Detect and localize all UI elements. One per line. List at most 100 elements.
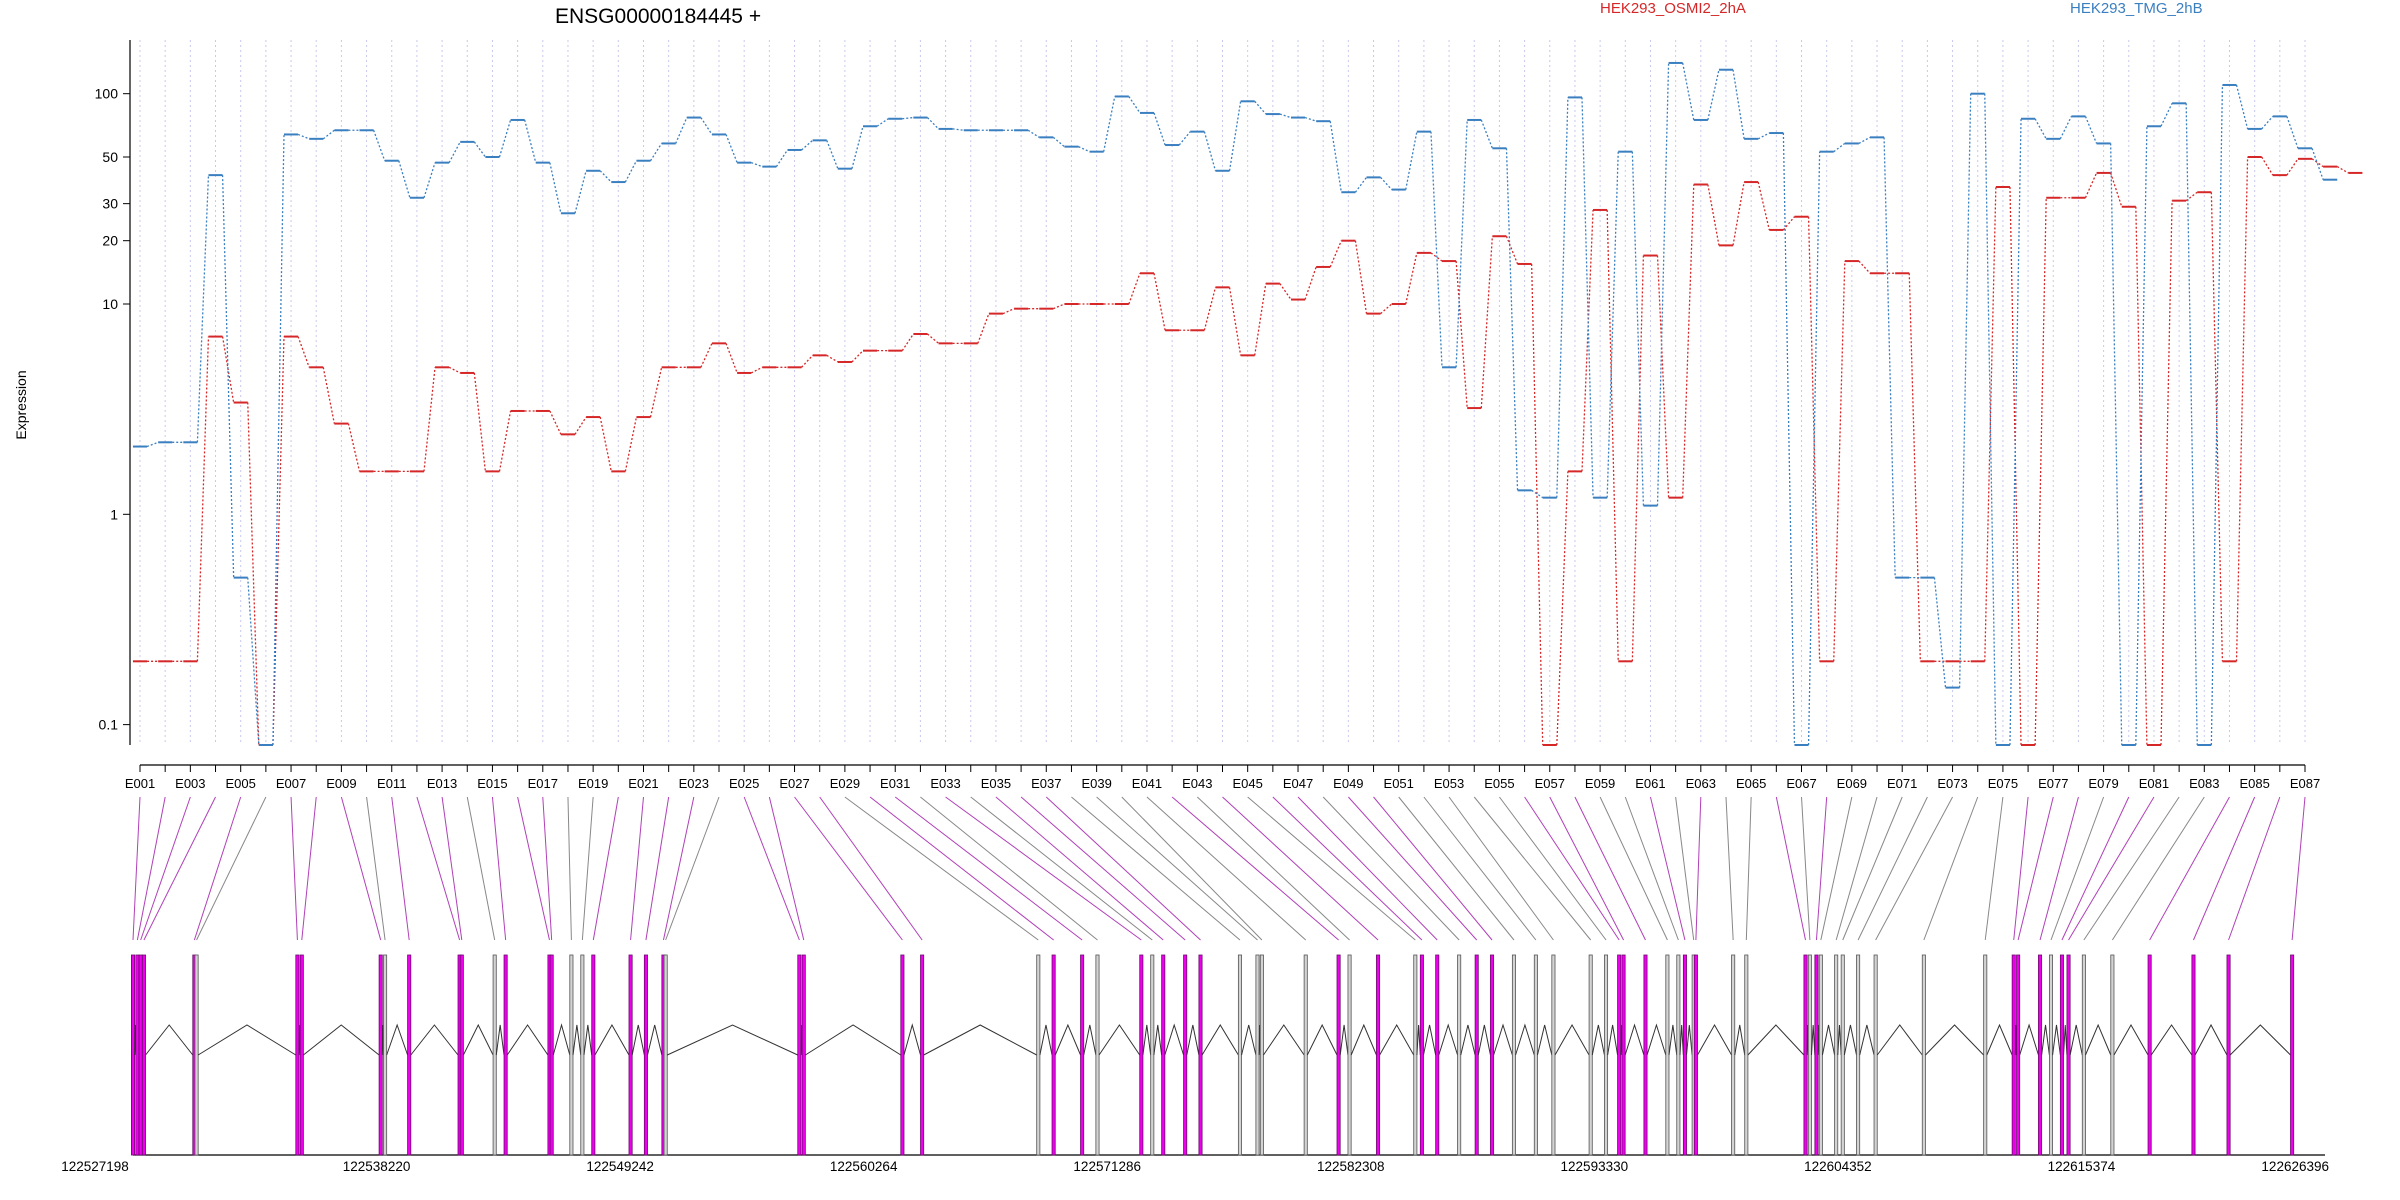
exon-connector [920, 796, 1098, 941]
exon-connector [1297, 796, 1438, 941]
exon-connector [2061, 796, 2130, 941]
intron-line [462, 1023, 494, 1056]
exon-box [503, 954, 508, 1156]
exon-box [1693, 954, 1698, 1156]
intron-line [667, 1024, 798, 1056]
exon-connector [894, 796, 1083, 941]
exon-connector [1725, 796, 1734, 941]
intron-line [2019, 1023, 2039, 1056]
exon-connector [1423, 796, 1537, 941]
exon-box [1921, 954, 1926, 1156]
intron-line [1153, 1024, 1163, 1056]
exon-connector [140, 796, 191, 941]
genomic-coordinate: 122549242 [586, 1159, 654, 1174]
intron-line [647, 1024, 663, 1056]
exon-box [1419, 954, 1424, 1156]
series-segment [1782, 133, 1796, 746]
intron-line [1306, 1023, 1338, 1056]
exon-bin-label: E005 [226, 776, 256, 791]
series-segment [2261, 115, 2274, 130]
intron-line [2063, 1024, 2068, 1056]
exon-connector [567, 796, 572, 941]
exon-connector [2193, 796, 2256, 941]
series-segment [700, 343, 713, 368]
exon-box [2226, 954, 2231, 1156]
exon-box [1095, 954, 1100, 1156]
intron-line [1416, 1024, 1421, 1056]
exon-bin-label: E085 [2239, 776, 2269, 791]
exon-box [378, 954, 383, 1156]
gene-title: ENSG00000184445 + [555, 5, 761, 28]
exon-bin-label: E061 [1635, 776, 1665, 791]
series-segment [1480, 236, 1494, 409]
series-segment [2311, 158, 2324, 168]
exon-box [1150, 954, 1155, 1156]
exon-box [1376, 954, 1381, 1156]
exon-box [643, 954, 648, 1156]
exon-connector [1815, 796, 1828, 941]
intron-line [805, 1024, 902, 1056]
intron-line [1460, 1024, 1476, 1056]
series-segment [1682, 184, 1695, 498]
intron-line [631, 1024, 645, 1056]
series-segment [1908, 273, 1921, 662]
exon-connector [869, 796, 1054, 941]
series-segment [2286, 158, 2299, 176]
exon-connector [1599, 796, 1668, 941]
y-tick-label: 0.1 [99, 717, 119, 733]
exon-box [900, 954, 905, 1156]
exon-box [383, 954, 388, 1156]
exon-connector [2017, 796, 2054, 941]
intron-line [506, 1024, 549, 1056]
series-segment [1958, 93, 1972, 688]
exon-connector [995, 796, 1164, 941]
series-segment [2084, 116, 2098, 144]
exon-box [1873, 954, 1878, 1156]
exon-box [2290, 954, 2295, 1156]
series-segment [1279, 113, 1292, 119]
exon-connector [196, 796, 267, 941]
exon-connector [2291, 796, 2306, 941]
exon-box [1303, 954, 1308, 1156]
exon-bin-label: E043 [1182, 776, 1212, 791]
series-segment [1455, 261, 1468, 409]
series-segment [322, 129, 335, 140]
exon-box [2191, 954, 2196, 1156]
exon-bin-label: E041 [1132, 776, 1162, 791]
exon-connector [768, 796, 805, 941]
axes: 0.1 1 10 20 30 50 100 [95, 40, 2325, 1156]
exon-box [2011, 954, 2016, 1156]
y-axis-label: Expression [13, 370, 29, 439]
intron-line [1734, 1024, 1746, 1056]
series-segment [448, 366, 461, 374]
series-segment [221, 175, 235, 578]
exon-bin-label: E053 [1434, 776, 1464, 791]
series-segment [1405, 131, 1418, 190]
y-tick-label: 10 [102, 296, 118, 312]
series-segment [1128, 273, 1141, 305]
series-segment [1380, 176, 1393, 191]
intron-line [1098, 1024, 1141, 1056]
exon-bin-label: E015 [477, 776, 507, 791]
intron-line [2085, 1023, 2112, 1056]
intron-line [1837, 1024, 1842, 1056]
series-segment [2059, 116, 2072, 140]
exon-connector [2068, 796, 2155, 941]
exon-connector [132, 796, 141, 941]
series-segment [322, 367, 335, 424]
exon-box [1814, 954, 1819, 1156]
series-segment [826, 354, 839, 363]
series-segment [2235, 84, 2249, 130]
exon-bin-label: E027 [779, 776, 809, 791]
exon-box [1080, 954, 1085, 1156]
series-segment [775, 149, 789, 167]
series-segment [574, 170, 587, 214]
intron-line [2052, 1024, 2061, 1056]
intron-line [572, 1024, 582, 1056]
series-segment [2034, 118, 2047, 140]
exon-box [580, 954, 585, 1156]
series-segment [1530, 263, 1544, 746]
exon-bin-label: E087 [2290, 776, 2320, 791]
exon-box [628, 954, 633, 1156]
exon-connector [301, 796, 317, 941]
